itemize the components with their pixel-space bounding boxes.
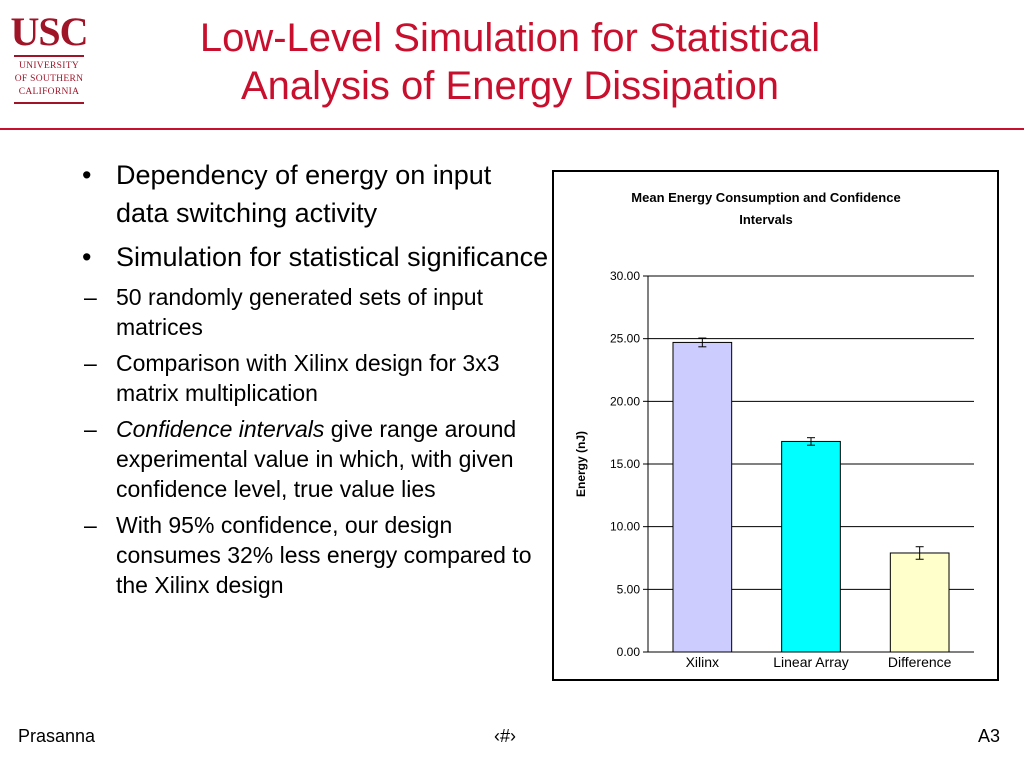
slide-title: Low-Level Simulation for Statistical Ana… bbox=[110, 14, 910, 110]
logo-line-2: OF SOUTHERN bbox=[14, 74, 84, 84]
chart-title-line: Intervals bbox=[739, 212, 792, 227]
title-divider bbox=[0, 128, 1024, 130]
energy-chart-svg: Mean Energy Consumption and Confidence In… bbox=[574, 190, 974, 670]
y-axis-label: Energy (nJ) bbox=[574, 431, 588, 497]
x-category-label: Linear Array bbox=[773, 654, 848, 670]
y-tick-label: 30.00 bbox=[610, 269, 640, 283]
bullet-text: Simulation for statistical significance bbox=[116, 242, 549, 272]
logo-line-3: CALIFORNIA bbox=[18, 87, 80, 97]
footer-author: Prasanna bbox=[18, 726, 96, 746]
y-tick-label: 5.00 bbox=[617, 582, 641, 596]
sub-bullet-dash: – bbox=[84, 350, 97, 376]
chart-title-line: Mean Energy Consumption and Confidence bbox=[631, 190, 900, 205]
logo-mark: USC bbox=[10, 9, 88, 54]
logo-line-1: UNIVERSITY bbox=[19, 61, 79, 71]
sub-bullet-dash: – bbox=[84, 284, 97, 310]
y-tick-label: 25.00 bbox=[610, 332, 640, 346]
bullet-text: Dependency of energy on input data switc… bbox=[116, 160, 492, 228]
sub-bullet-item: – 50 randomly generated sets of input ma… bbox=[36, 282, 550, 342]
sub-bullet-italic-term: Confidence intervals bbox=[116, 416, 325, 442]
logo-rule bbox=[14, 55, 84, 57]
y-tick-label: 20.00 bbox=[610, 394, 640, 408]
bullet-item: • Simulation for statistical significanc… bbox=[80, 238, 550, 276]
y-tick-label: 15.00 bbox=[610, 457, 640, 471]
usc-logo: USC UNIVERSITY OF SOUTHERN CALIFORNIA bbox=[10, 9, 89, 108]
slide-title-line-1: Low-Level Simulation for Statistical bbox=[199, 16, 821, 60]
footer-slide-number: ‹#› bbox=[494, 726, 516, 746]
sub-bullet-dash: – bbox=[84, 416, 97, 442]
sub-bullet-text: 50 randomly generated sets of input matr… bbox=[116, 284, 483, 340]
sub-bullet-dash: – bbox=[84, 512, 97, 538]
footer-slide-id: A3 bbox=[977, 726, 1000, 746]
slide-title-line-2: Analysis of Energy Dissipation bbox=[240, 64, 780, 108]
sub-bullet-item: – Confidence intervals give range around… bbox=[36, 414, 550, 504]
sub-bullet-text: give range around experimental value in … bbox=[116, 416, 517, 502]
sub-bullet-text: Comparison with Xilinx design for 3x3 ma… bbox=[116, 350, 500, 406]
bullet-item: • Dependency of energy on input data swi… bbox=[80, 156, 550, 232]
bullet-list: • Dependency of energy on input data swi… bbox=[80, 156, 550, 606]
bar bbox=[781, 440, 841, 653]
logo-rule-bottom bbox=[14, 102, 84, 104]
y-tick-label: 0.00 bbox=[617, 645, 641, 659]
bar bbox=[889, 552, 950, 653]
x-category-label: Xilinx bbox=[686, 654, 719, 670]
y-tick-label: 10.00 bbox=[610, 520, 640, 534]
bar bbox=[672, 341, 733, 653]
sub-bullet-item: – Comparison with Xilinx design for 3x3 … bbox=[36, 348, 550, 408]
sub-bullet-item: – With 95% confidence, our design consum… bbox=[36, 510, 550, 600]
energy-chart: Mean Energy Consumption and Confidence In… bbox=[552, 170, 999, 681]
bullet-dot: • bbox=[82, 160, 92, 190]
bullet-dot: • bbox=[82, 242, 92, 272]
x-category-label: Difference bbox=[888, 654, 952, 670]
sub-bullet-text: With 95% confidence, our design consumes… bbox=[116, 512, 532, 598]
